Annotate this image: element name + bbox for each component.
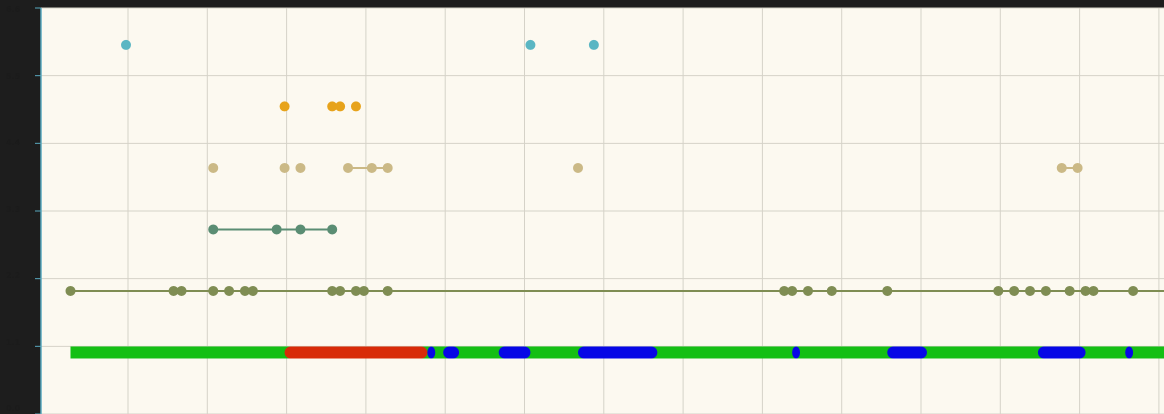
series-4-point-7	[327, 285, 338, 296]
series-3-point-0	[208, 224, 219, 235]
series-2-point-8	[1072, 162, 1083, 173]
series-4-point-16	[882, 285, 893, 296]
y-tick-label-5: 5.5	[6, 72, 21, 81]
blue-band-8	[1037, 346, 1086, 359]
y-tick-label-4: 4.4	[6, 138, 21, 147]
series-4-point-2	[176, 285, 187, 296]
series-0-point-2	[588, 39, 599, 50]
blue-band-2	[427, 346, 436, 359]
grid-layer	[35, 7, 1164, 414]
series-2-point-7	[1056, 162, 1067, 173]
y-tick-label-2: 2.2	[6, 271, 20, 280]
series-4-point-4	[224, 285, 235, 296]
blue-band-6	[792, 346, 801, 359]
blue-band-9	[1125, 346, 1134, 359]
series-4-point-22	[1080, 285, 1091, 296]
band-layer	[70, 346, 1164, 359]
series-1-point-0	[279, 101, 290, 112]
series-4-point-14	[802, 285, 813, 296]
series-4-point-19	[1025, 285, 1036, 296]
series-1-point-2	[335, 101, 346, 112]
red-band-1	[284, 346, 428, 359]
series-2-point-6	[573, 162, 584, 173]
series-2-point-2	[295, 162, 306, 173]
series-4-point-24	[1128, 285, 1139, 296]
series-4-point-21	[1064, 285, 1075, 296]
series-2-point-3	[343, 162, 354, 173]
series-4-point-18	[1009, 285, 1020, 296]
y-tick-label-0: 0.0	[6, 404, 21, 413]
blue-band-3	[443, 346, 460, 359]
series-4-point-17	[993, 285, 1004, 296]
series-0-point-1	[525, 39, 536, 50]
series-3-point-3	[327, 224, 338, 235]
series-4-point-8	[335, 285, 346, 296]
blue-band-4	[498, 346, 531, 359]
series-4-point-10	[358, 285, 369, 296]
series-1-point-1	[327, 101, 338, 112]
series-2-point-1	[279, 162, 290, 173]
series-2-point-5	[382, 162, 393, 173]
series-4-point-13	[787, 285, 798, 296]
series-4-point-5	[239, 285, 250, 296]
series-0-point-0	[121, 39, 131, 50]
y-tick-label-1: 1.1	[6, 338, 21, 347]
series-4-point-11	[382, 285, 393, 296]
series-4-point-23	[1088, 285, 1099, 296]
series-4-point-0	[65, 285, 76, 296]
y-tick-label-6: 6.6	[6, 5, 21, 14]
series-1-point-3	[350, 101, 361, 112]
series-4-point-20	[1040, 285, 1051, 296]
series-4-point-3	[208, 285, 219, 296]
series-2-point-0	[208, 162, 219, 173]
blue-band-5	[578, 346, 658, 359]
y-tick-label-3: 3.3	[6, 205, 20, 214]
y-tick-labels: 0.0 1.1 2.2 3.3 4.4 5.5 6.6	[6, 5, 21, 413]
series-4-point-9	[350, 285, 361, 296]
series-4-point-1	[168, 285, 179, 296]
series-3-point-1	[271, 224, 282, 235]
blue-band-7	[887, 346, 927, 359]
series-4-point-6	[247, 285, 258, 296]
series-3-point-2	[295, 224, 306, 235]
series-2-point-4	[366, 162, 377, 173]
series-4-point-15	[826, 285, 837, 296]
series-4-point-12	[779, 285, 790, 296]
series-layer	[65, 39, 1164, 296]
